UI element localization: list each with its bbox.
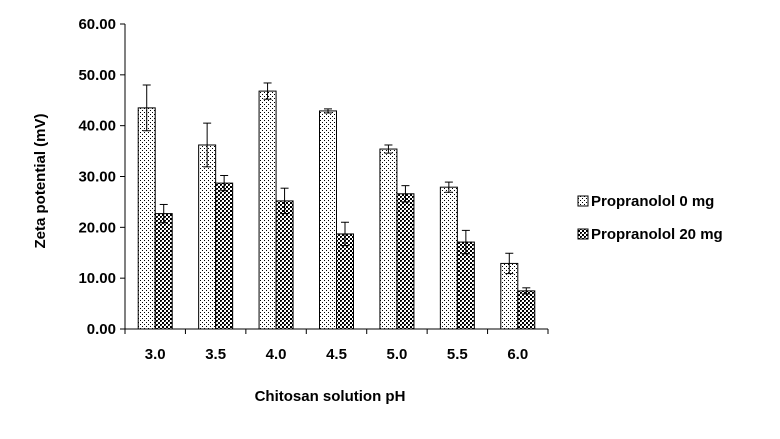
bar-propranolol-0mg — [258, 90, 277, 330]
x-tick-label: 3.0 — [145, 346, 166, 363]
y-tick-label: 30.00 — [78, 169, 116, 186]
bar-propranolol-0mg — [198, 144, 217, 330]
x-tick-label: 5.5 — [447, 346, 468, 363]
bar-propranolol-20mg — [517, 290, 536, 330]
x-axis-label: Chitosan solution pH — [255, 388, 406, 405]
x-tick-label: 6.0 — [507, 346, 528, 363]
bar-propranolol-20mg — [336, 233, 354, 330]
x-tick-label: 4.0 — [266, 346, 287, 363]
y-tick-label: 60.00 — [78, 16, 116, 33]
bar-propranolol-0mg — [439, 186, 458, 330]
y-tick-label: 50.00 — [78, 67, 116, 84]
y-tick-label: 20.00 — [78, 219, 116, 236]
legend-label-1: Propranolol 20 mg — [591, 226, 723, 243]
legend-swatch-1 — [577, 228, 589, 240]
bar-propranolol-20mg — [154, 213, 173, 330]
bar-propranolol-0mg — [379, 148, 398, 330]
bar-propranolol-20mg — [215, 182, 234, 330]
y-tick-label: 40.00 — [78, 118, 116, 135]
bar-propranolol-0mg — [137, 107, 156, 330]
bar-propranolol-20mg — [396, 193, 415, 330]
y-tick-label: 0.00 — [87, 321, 116, 338]
bar-propranolol-0mg — [319, 110, 337, 330]
legend: Propranolol 0 mg Propranolol 20 mg — [577, 193, 723, 243]
x-tick-label: 3.5 — [205, 346, 226, 363]
y-tick-label: 10.00 — [78, 270, 116, 287]
bar-propranolol-20mg — [456, 241, 475, 330]
legend-label-0: Propranolol 0 mg — [591, 193, 714, 210]
bar-propranolol-20mg — [275, 200, 294, 330]
legend-swatch-0 — [577, 195, 589, 207]
x-tick-label: 5.0 — [386, 346, 407, 363]
x-tick-label: 4.5 — [326, 346, 347, 363]
y-axis-label: Zeta potential (mV) — [32, 113, 49, 248]
